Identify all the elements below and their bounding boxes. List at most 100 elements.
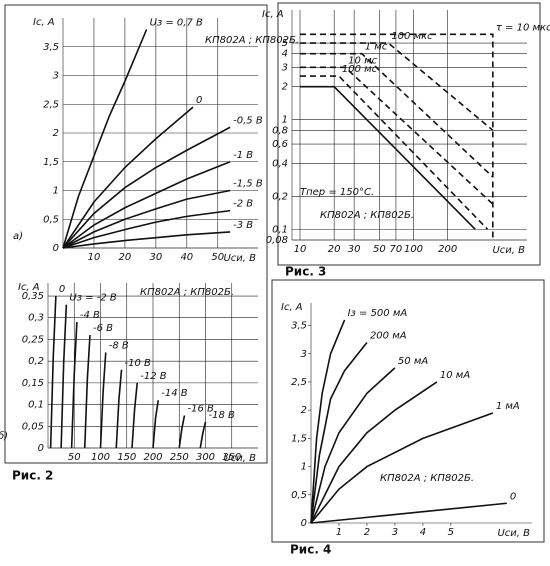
x-tick-label: 10 [294, 244, 307, 255]
curve [131, 382, 139, 449]
curve-label: 10 мс [348, 55, 377, 66]
curve [300, 33, 494, 240]
curve-label: -14 В [161, 388, 188, 399]
x-tick-label: 40 [180, 252, 193, 263]
curve-label: -2 В [233, 199, 253, 210]
curve-label: -4 В [80, 310, 100, 321]
x-tick-label: 20 [119, 252, 132, 263]
y-tick-label: 0 [38, 443, 44, 454]
x-tick-label: 4 [420, 527, 426, 538]
curve [62, 161, 231, 249]
curve-label: 0 [59, 284, 65, 295]
curve-label: 100 мс [342, 64, 378, 75]
panel-label: б) [0, 430, 8, 442]
x-tick-label: 50 [211, 252, 224, 263]
annotation: Тпер = 150°С. [300, 187, 374, 198]
curve-label: -1 В [233, 150, 253, 161]
curve [152, 400, 160, 449]
y-tick-label: 0,5 [291, 490, 307, 501]
curve-label: -12 В [140, 371, 167, 382]
frame [271, 279, 545, 543]
y-tick-label: 2,5 [43, 99, 59, 110]
curve-label: -3 В [233, 220, 253, 231]
x-tick-label: 200 [143, 452, 162, 463]
y-tick-label: 3,5 [291, 321, 307, 332]
curve [310, 412, 494, 524]
y-tick-label: 0,2 [28, 356, 44, 367]
x-tick-label: 30 [149, 252, 162, 263]
curve [199, 421, 207, 449]
curve-label: -18 В [209, 410, 236, 421]
y-tick-label: 2 [282, 82, 288, 93]
figure-caption: Рис. 3 [285, 265, 326, 279]
x-tick-label: 20 [328, 244, 341, 255]
curve-label: 200 мА [370, 330, 407, 341]
curve [70, 322, 78, 449]
curve [83, 335, 91, 449]
curve-label: 0 [510, 491, 516, 502]
x-tick-label: 2 [364, 527, 370, 538]
curve-label: 1 мА [496, 401, 520, 412]
y-tick-label: 0,4 [272, 158, 288, 169]
x-tick-label: 10 [88, 252, 101, 263]
curve-label: -1,5 В [233, 179, 263, 190]
y-tick-label: 0,1 [28, 400, 44, 411]
annotation: КП802А ; КП802Б. [140, 287, 234, 298]
y-tick-label: 5 [282, 38, 288, 49]
y-tick-label: 1 [301, 462, 307, 473]
x-axis-label: Uси, В [223, 253, 256, 264]
figure-caption: Рис. 2 [12, 469, 53, 483]
x-tick-label: 50 [373, 244, 386, 255]
x-tick-label: 30 [348, 244, 361, 255]
y-tick-label: 2 [53, 128, 59, 139]
curve-label: τ = 10 мкс [496, 22, 550, 33]
y-tick-label: 1 [53, 186, 59, 197]
y-axis-label: Iс, А [262, 9, 284, 20]
curve [310, 502, 507, 524]
x-tick-label: 5 [448, 527, 454, 538]
y-tick-label: 0,8 [272, 125, 288, 136]
y-tick-label: 0,3 [28, 313, 44, 324]
curve-label: -8 В [109, 340, 129, 351]
y-axis-label: Iс, А [18, 282, 40, 293]
curve [60, 304, 68, 449]
y-tick-label: 3 [282, 62, 288, 73]
x-tick-label: 150 [117, 452, 136, 463]
y-tick-label: 4 [282, 49, 288, 60]
curve-label: 50 мА [398, 356, 428, 367]
curve [300, 75, 489, 230]
x-axis-label: Uси, В [492, 245, 525, 256]
x-tick-label: 50 [68, 452, 81, 463]
y-tick-label: 1,5 [291, 433, 307, 444]
curve [178, 415, 186, 449]
curve-label: -6 В [93, 323, 113, 334]
curve [99, 352, 107, 449]
curve [300, 52, 494, 178]
y-tick-label: 1,5 [43, 157, 59, 168]
curve-label: 100 мкс [391, 31, 433, 42]
curve-label: -16 В [188, 403, 215, 414]
y-tick-label: 0,08 [266, 235, 288, 246]
curve [310, 381, 438, 524]
x-tick-label: 350 [222, 452, 241, 463]
annotation: КП802А ; КП802Б. [205, 35, 299, 46]
curve-label: 10 мА [440, 370, 470, 381]
y-tick-label: 0,05 [22, 421, 44, 432]
curve [62, 126, 231, 249]
curve [300, 85, 476, 230]
x-axis-label: Uси, В [497, 528, 530, 539]
curve-label: Uз = -2 В [69, 293, 117, 304]
y-tick-label: 0,35 [22, 291, 44, 302]
y-tick-label: 3 [53, 71, 59, 82]
curve-label: 1 мс [365, 42, 388, 53]
x-tick-label: 250 [170, 452, 189, 463]
y-tick-label: 0,25 [22, 334, 44, 345]
curve [115, 369, 123, 449]
frame [277, 2, 541, 266]
curve [62, 209, 231, 249]
y-tick-label: 1 [282, 115, 288, 126]
y-tick-label: 0,5 [43, 214, 59, 225]
x-tick-label: 1 [336, 527, 342, 538]
y-tick-label: 3 [301, 349, 307, 360]
y-axis-label: Iс, А [281, 302, 303, 313]
